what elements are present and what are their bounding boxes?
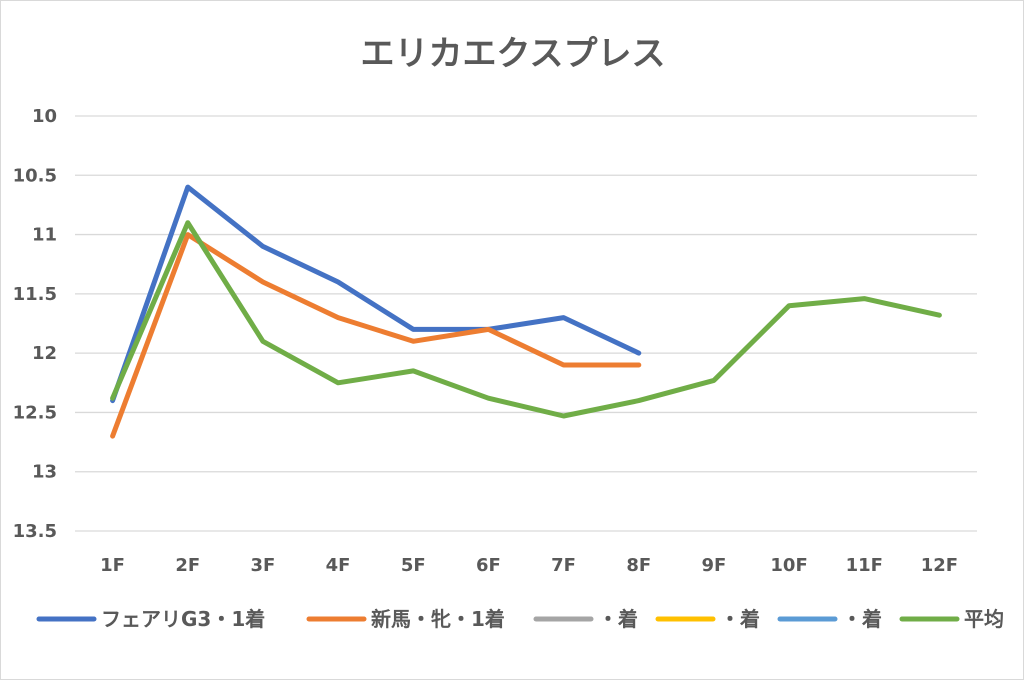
legend-label: 新馬・牝・1着 <box>371 607 505 631</box>
y-tick-label: 11.5 <box>13 284 57 305</box>
y-tick-label: 10 <box>32 106 57 127</box>
chart-title: エリカエクスプレス <box>361 34 666 74</box>
gridlines <box>75 115 977 532</box>
x-tick-label: 1F <box>100 555 125 576</box>
legend-label: 平均 <box>964 607 1004 631</box>
y-tick-label: 11 <box>32 225 57 246</box>
series-line <box>110 184 642 404</box>
y-axis-ticks: 10 10.5 11 11.5 12 12.5 13 13.5 <box>13 106 57 542</box>
series-line <box>110 232 642 439</box>
x-tick-label: 10F <box>770 555 807 576</box>
x-tick-label: 12F <box>921 555 958 576</box>
y-tick-label: 13.5 <box>13 521 57 542</box>
legend-label: ・着 <box>720 607 760 631</box>
series-line <box>110 220 942 419</box>
series-lines <box>110 184 942 439</box>
legend-label: フェアリG3・1着 <box>101 607 265 631</box>
x-tick-label: 3F <box>251 555 276 576</box>
y-tick-label: 12 <box>32 343 57 364</box>
x-tick-label: 8F <box>626 555 651 576</box>
x-tick-label: 9F <box>702 555 727 576</box>
x-tick-label: 11F <box>846 555 883 576</box>
legend-label: ・着 <box>598 607 638 631</box>
x-tick-label: 4F <box>326 555 351 576</box>
x-tick-label: 7F <box>551 555 576 576</box>
x-tick-label: 6F <box>476 555 501 576</box>
x-tick-label: 5F <box>401 555 426 576</box>
y-tick-label: 10.5 <box>13 165 57 186</box>
legend: フェアリG3・1着 新馬・牝・1着 ・着 ・着 ・着 平均 <box>36 607 1004 631</box>
x-tick-label: 2F <box>175 555 200 576</box>
y-tick-label: 12.5 <box>13 402 57 423</box>
legend-label: ・着 <box>842 607 882 631</box>
x-axis-ticks: 1F 2F 3F 4F 5F 6F 7F 8F 9F 10F 11F 12F <box>100 555 958 576</box>
y-tick-label: 13 <box>32 462 57 483</box>
